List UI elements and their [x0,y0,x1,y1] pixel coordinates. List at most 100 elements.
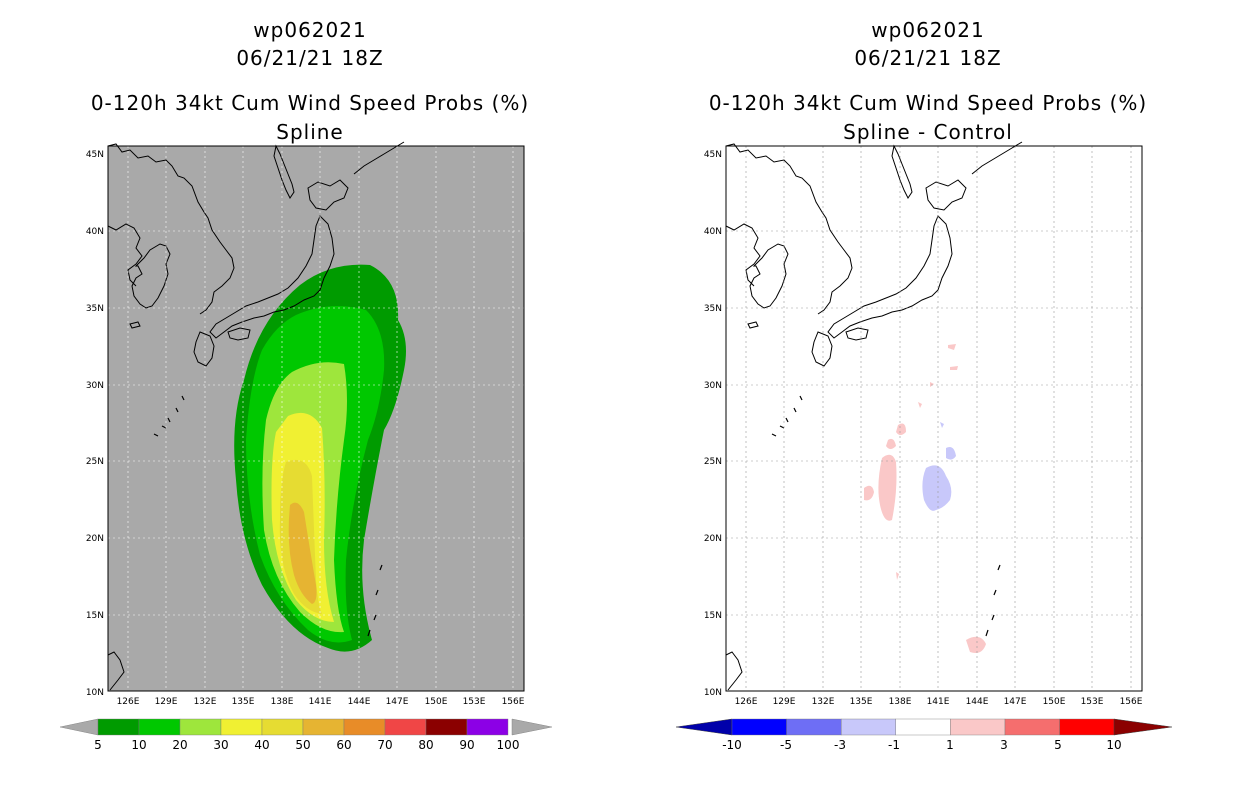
right-lat-label: 20N [704,534,722,544]
right-map-panel: 45N 40N 35N 30N 25N 20N 15N 10N 126E 129… [704,141,1143,707]
right-colorbar-label: 5 [1054,738,1062,752]
left-storm-id: wp062021 [253,18,367,42]
right-lon-label: 138E [889,697,912,707]
left-colorbar-swatch [466,718,509,736]
right-colorbar-label: 3 [1000,738,1008,752]
right-colorbar-swatch [841,718,897,736]
right-colorbar-label: 1 [946,738,954,752]
right-colorbar-swatch [1004,718,1060,736]
right-lon-label: 150E [1043,697,1066,707]
right-negative-diff-areas [922,422,956,511]
right-subtitle: Spline - Control [843,120,1013,144]
right-map-frame [725,145,1143,692]
left-colorbar-low-arrow [59,718,99,736]
right-colorbar-label: -3 [834,738,846,752]
right-colorbar-label: 10 [1106,738,1121,752]
left-colorbar-label: 50 [295,738,310,752]
right-colorbar-swatch [950,718,1006,736]
left-lat-label: 25N [86,457,104,467]
left-lat-label: 20N [86,534,104,544]
right-colorbar-swatch [731,718,787,736]
right-lon-label: 135E [850,697,873,707]
right-lat-label: 40N [704,227,722,237]
left-colorbar-label: 5 [94,738,102,752]
left-colorbar-swatch [220,718,263,736]
right-lat-label: 25N [704,457,722,467]
right-lon-label: 129E [773,697,796,707]
left-colorbar-label: 20 [172,738,187,752]
right-datetime: 06/21/21 18Z [854,46,1002,70]
right-storm-id: wp062021 [871,18,985,42]
left-colorbar-label: 80 [418,738,433,752]
right-lon-label: 147E [1004,697,1027,707]
left-lon-label: 141E [309,697,332,707]
right-lon-label: 126E [735,697,758,707]
left-lat-label: 35N [86,304,104,314]
right-lon-label: 156E [1120,697,1143,707]
right-lat-label: 35N [704,304,722,314]
right-colorbar-swatch [786,718,842,736]
left-map-frame [107,145,525,692]
right-gridlines [726,146,1142,691]
left-colorbar-swatch [97,718,140,736]
left-lon-label: 156E [502,697,525,707]
right-philippines-outline [725,651,743,691]
right-colorbar-label: -5 [780,738,792,752]
right-lat-label: 10N [704,688,722,698]
left-lat-label: 15N [86,611,104,621]
right-product-title: 0-120h 34kt Cum Wind Speed Probs (%) [708,91,1148,115]
left-gridlines [108,146,524,691]
left-lon-label: 147E [386,697,409,707]
left-colorbar-label: 100 [497,738,520,752]
left-lon-label: 126E [117,697,140,707]
right-colorbar-label: -1 [888,738,900,752]
right-lat-label: 45N [704,150,722,160]
left-colorbar-swatch [425,718,468,736]
left-subtitle: Spline [276,120,344,144]
left-lon-label: 129E [155,697,178,707]
left-colorbar-swatch [343,718,386,736]
left-lon-label: 150E [425,697,448,707]
right-lon-label: 153E [1081,697,1104,707]
right-colorbar-high-arrow [1113,718,1173,736]
left-datetime: 06/21/21 18Z [236,46,384,70]
left-colorbar-label: 40 [254,738,269,752]
left-colorbar: 5 10 20 30 40 50 60 70 80 90 100 [59,718,553,752]
right-colorbar-swatch [1059,718,1115,736]
left-lon-label: 132E [194,697,217,707]
left-colorbar-label: 10 [131,738,146,752]
right-colorbar: -10 -5 -3 -1 1 3 5 10 [675,718,1173,752]
left-lat-label: 10N [86,688,104,698]
left-colorbar-swatch [302,718,345,736]
left-lon-label: 135E [232,697,255,707]
right-colorbar-swatch [895,718,951,736]
left-colorbar-swatch [138,718,181,736]
right-positive-diff-areas [864,344,986,653]
right-colorbar-low-arrow [675,718,733,736]
left-lon-label: 138E [271,697,294,707]
left-colorbar-label: 60 [336,738,351,752]
right-lat-label: 15N [704,611,722,621]
left-lat-label: 45N [86,150,104,160]
right-lon-label: 132E [812,697,835,707]
left-lat-label: 30N [86,381,104,391]
left-colorbar-swatch [179,718,222,736]
left-colorbar-label: 30 [213,738,228,752]
left-lon-label: 153E [463,697,486,707]
prob-contour-50 [288,502,317,604]
left-lat-label: 40N [86,227,104,237]
right-map-background [726,146,1142,691]
left-colorbar-swatch [384,718,427,736]
left-colorbar-label: 90 [459,738,474,752]
left-colorbar-high-arrow [511,718,553,736]
left-philippines-outline [107,651,125,691]
left-colorbar-swatch [261,718,304,736]
left-map-panel: 45N 40N 35N 30N 25N 20N 15N 10N 126E 129… [86,141,525,707]
left-lon-label: 144E [348,697,371,707]
left-product-title: 0-120h 34kt Cum Wind Speed Probs (%) [90,91,530,115]
left-colorbar-label: 70 [377,738,392,752]
right-colorbar-label: -10 [722,738,742,752]
right-mariana-islands [985,564,1001,637]
left-mariana-islands [367,564,383,637]
